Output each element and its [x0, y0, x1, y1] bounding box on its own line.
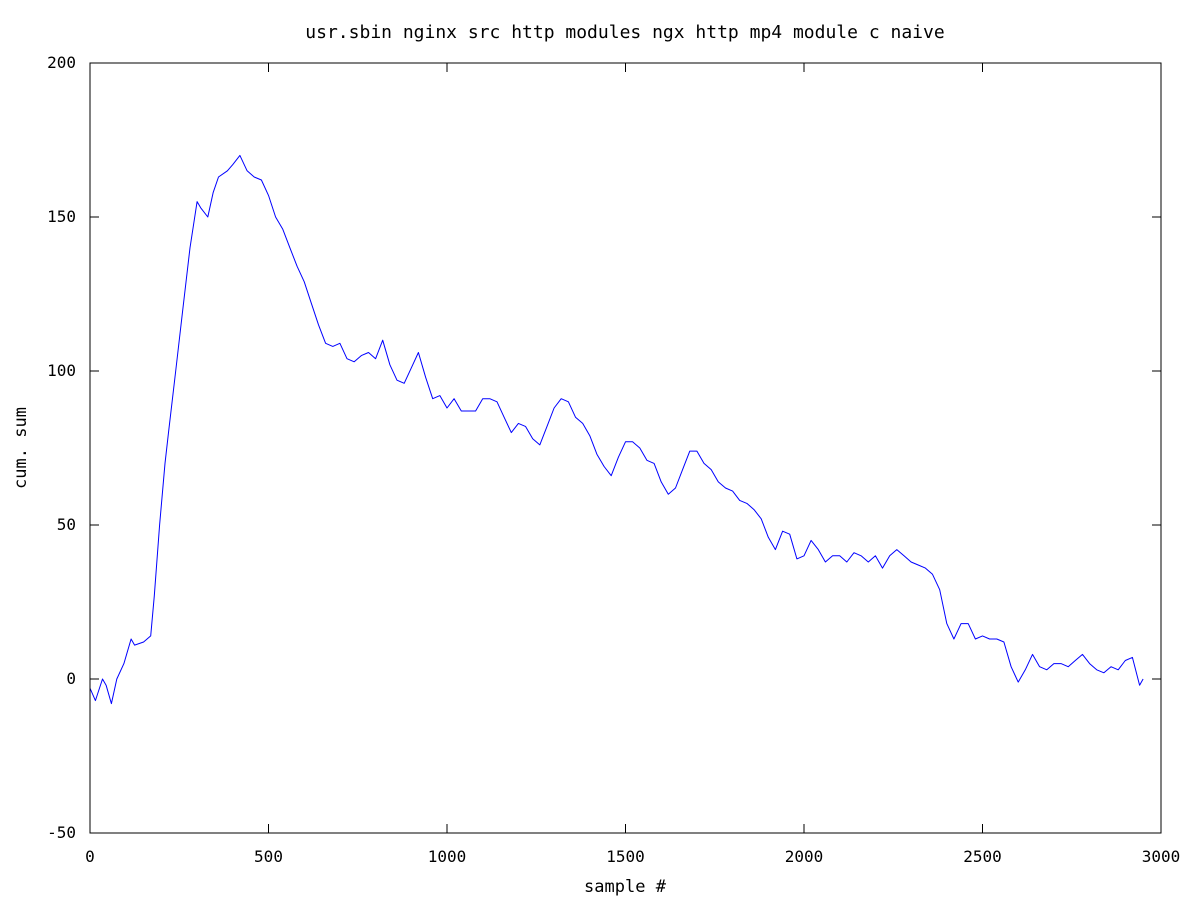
x-tick-label: 1000 — [428, 847, 467, 866]
x-tick-label: 500 — [254, 847, 283, 866]
series-line — [89, 154, 1144, 705]
axis-ticks: 0 500 1000 1500 2000 2500 3000 -50 0 50 100 150 200 — [47, 53, 1180, 866]
x-tick-label: 1500 — [606, 847, 645, 866]
y-tick-label: 100 — [47, 361, 76, 380]
y-tick-label: 50 — [57, 515, 76, 534]
y-tick-label: 150 — [47, 207, 76, 226]
y-tick-label: 200 — [47, 53, 76, 72]
chart-title: usr.sbin nginx src http modules ngx http… — [305, 22, 944, 43]
x-tick-label: 0 — [85, 847, 95, 866]
y-axis-label: cum. sum — [11, 407, 31, 489]
x-tick-label: 2000 — [785, 847, 824, 866]
y-tick-label: -50 — [47, 823, 76, 842]
x-tick-label: 3000 — [1142, 847, 1181, 866]
x-tick-label: 2500 — [963, 847, 1002, 866]
y-tick-label: 0 — [66, 669, 76, 688]
plot-frame — [89, 62, 1162, 834]
x-axis-label: sample # — [584, 877, 667, 897]
